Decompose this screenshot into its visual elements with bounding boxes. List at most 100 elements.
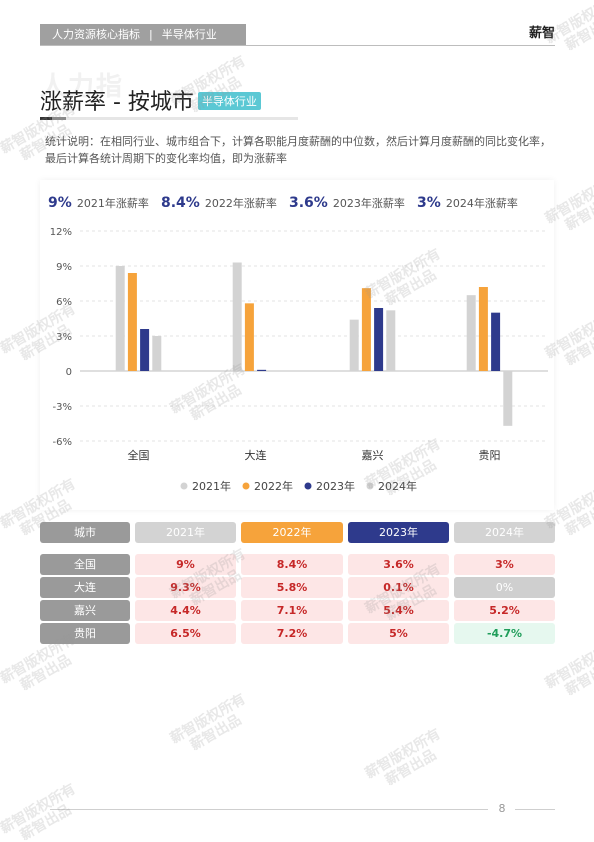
bar <box>115 266 125 371</box>
footer-rule-right <box>515 809 555 810</box>
chart-card: 9% 2021年涨薪率 8.4% 2022年涨薪率 3.6% 2023年涨薪率 … <box>40 180 554 510</box>
legend-marker <box>180 482 188 490</box>
table-cell: 5.2% <box>454 600 555 621</box>
table-cell: 3.6% <box>348 554 449 575</box>
y-tick-label: -6% <box>53 437 72 448</box>
watermark-line: 薪智版权所有 <box>542 636 594 692</box>
legend-marker <box>304 482 312 490</box>
legend-marker <box>242 482 250 490</box>
x-tick-label: 贵阳 <box>479 449 501 462</box>
header-industry: 半导体行业 <box>161 28 217 41</box>
watermark-line: 薪智出品 <box>17 802 75 842</box>
watermark-line: 薪智出品 <box>562 327 594 369</box>
bar <box>349 319 359 371</box>
x-tick-label: 大连 <box>245 448 267 462</box>
page-title-text: 涨薪率 - 按城市 <box>40 90 194 115</box>
title-underline <box>40 117 298 120</box>
bar <box>140 329 150 371</box>
header-category: 人力资源核心指标 <box>52 28 140 41</box>
table-cell: 8.4% <box>241 554 343 575</box>
table-cell: 7.1% <box>241 600 343 621</box>
summary-2022: 8.4% 2022年涨薪率 <box>161 192 284 211</box>
y-tick-label: 0 <box>66 367 72 378</box>
bar <box>127 273 137 371</box>
title-underline-accent <box>40 117 52 120</box>
table-row-city: 全国 <box>40 554 130 575</box>
watermark-line: 薪智出品 <box>382 747 440 789</box>
table-row-city: 大连 <box>40 577 130 598</box>
table-cell: 4.4% <box>135 600 236 621</box>
statistics-description: 统计说明：在相同行业、城市组合下，计算各职能月度薪酬的中位数，然后计算月度薪酬的… <box>45 135 551 165</box>
background-word: 人力指 <box>40 72 125 102</box>
bar <box>466 295 476 371</box>
top-header: 人力资源核心指标 | 半导体行业 薪智 <box>40 24 555 46</box>
table-row-city: 贵阳 <box>40 623 130 644</box>
bar <box>361 288 371 371</box>
summary-value: 9% <box>48 195 72 211</box>
summary-value: 3.6% <box>288 195 328 211</box>
bar <box>491 312 501 371</box>
legend-label: 2024年 <box>378 479 417 493</box>
watermark-line: 薪智版权所有 <box>167 691 249 747</box>
watermark-line: 薪智版权所有 <box>362 726 444 782</box>
page-number: 8 <box>498 802 506 815</box>
table-cell: 0% <box>454 577 555 598</box>
title-underline-accent-secondary <box>52 117 66 120</box>
table-header-cell: 2021年 <box>135 522 236 543</box>
table-cell: 5.8% <box>241 577 343 598</box>
bar-chart: 12% 9% 6% 3% 0 -3% -6% 全国 大连 嘉兴 贵阳 2021年 2022年 2023年 2… <box>50 227 548 493</box>
watermark-line: 薪智出品 <box>187 712 245 754</box>
watermark-line: 薪智出品 <box>562 192 594 234</box>
legend-label: 2023年 <box>316 479 355 493</box>
table-cell: 3% <box>454 554 555 575</box>
summary-2021: 9% 2021年涨薪率 <box>48 192 156 211</box>
table-cell: 0.1% <box>348 577 449 598</box>
y-tick-label: 6% <box>56 297 72 308</box>
table-header-cell: 2022年 <box>241 522 343 543</box>
table-cell: -4.7% <box>454 623 555 644</box>
bar <box>152 336 162 371</box>
bar <box>386 310 396 371</box>
watermark: 薪智版权所有 薪智出品 <box>543 636 594 706</box>
table-header-cell: 2023年 <box>348 522 449 543</box>
y-tick-label: -3% <box>53 402 72 413</box>
brand-logo-text: 薪智 <box>528 26 555 41</box>
table-header-cell: 城市 <box>40 522 130 543</box>
summary-value: 8.4% <box>160 195 200 211</box>
watermark-line: 薪智出品 <box>562 12 594 54</box>
table-cell: 6.5% <box>135 623 236 644</box>
header-tag: 人力资源核心指标 | 半导体行业 <box>40 24 246 45</box>
watermark: 薪智版权所有 薪智出品 <box>168 691 257 761</box>
bar <box>244 303 254 371</box>
table-cell: 7.2% <box>241 623 343 644</box>
table-cell: 5.4% <box>348 600 449 621</box>
industry-badge: 半导体行业 <box>197 92 261 110</box>
legend-marker <box>366 482 374 490</box>
footer-rule <box>50 809 488 810</box>
x-tick-label: 嘉兴 <box>362 448 384 462</box>
watermark: 薪智版权所有 薪智出品 <box>0 781 86 842</box>
summary-label: 2021年涨薪率 <box>76 197 149 210</box>
table-row-city: 嘉兴 <box>40 600 130 621</box>
bar <box>478 287 488 371</box>
y-tick-label: 9% <box>56 262 72 273</box>
summary-stats: 9% 2021年涨薪率 8.4% 2022年涨薪率 3.6% 2023年涨薪率 … <box>48 192 525 211</box>
page-title: 涨薪率 - 按城市 半导体行业 <box>40 84 261 116</box>
watermark-line: 薪智出品 <box>562 497 594 539</box>
watermark: 薪智版权所有 薪智出品 <box>363 726 452 796</box>
x-tick-label: 全国 <box>128 448 150 462</box>
y-tick-label: 3% <box>56 332 72 343</box>
table-header-cell: 2024年 <box>454 522 555 543</box>
watermark-line: 薪智出品 <box>17 652 75 694</box>
bar <box>374 308 384 371</box>
table-cell: 9% <box>135 554 236 575</box>
table-cell: 5% <box>348 623 449 644</box>
summary-2024: 3% 2024年涨薪率 <box>417 192 525 211</box>
bar <box>257 369 267 371</box>
table-cell: 9.3% <box>135 577 236 598</box>
legend-label: 2022年 <box>254 479 293 493</box>
bar <box>503 371 513 426</box>
summary-label: 2024年涨薪率 <box>445 197 518 210</box>
summary-value: 3% <box>417 195 441 211</box>
bar <box>232 262 242 371</box>
